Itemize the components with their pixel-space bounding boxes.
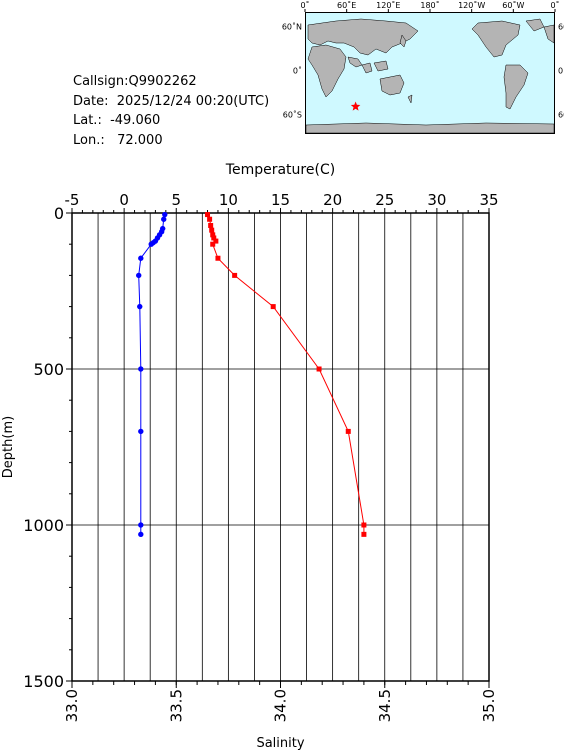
map-latitude-tick-label: 0˚ [293, 65, 302, 75]
temperature-point [210, 241, 216, 247]
map-longitude-tick-label: 180˚ [420, 0, 439, 10]
temperature-point [232, 272, 238, 278]
temperature-point [209, 227, 215, 233]
salinity-point [138, 255, 144, 261]
salinity-point [136, 272, 142, 279]
temperature-point [207, 216, 213, 222]
map-latitude-tick-label: 60˚S [283, 110, 302, 120]
map-longitude-tick-label: 0˚ [300, 0, 309, 10]
salinity-point [161, 216, 167, 222]
land-mass [373, 60, 389, 72]
station-info: Callsign:Q9902262 Date: 2025/12/24 00:20… [73, 72, 269, 150]
temperature-point [210, 232, 216, 238]
salinity-point [138, 531, 144, 538]
top-axis-tick-label: 20 [323, 191, 342, 209]
map-longitude-tick-label: 120˚E [376, 0, 400, 10]
map-axis-labels: 0˚ 60˚E 120˚E 180˚ 120˚W 60˚W 0˚ 60˚N 60˚N 0˚ 0˚ 60… [282, 0, 564, 120]
top-axis-tick-label: 35 [479, 191, 498, 209]
float-location-star-icon [350, 101, 361, 111]
map-latitude-tick-label: 60˚S [558, 110, 564, 120]
salinity-profile-line [138, 214, 166, 535]
left-axis-tick-label: 1500 [23, 672, 64, 691]
temperature-point [361, 522, 367, 528]
bottom-axis-tick-label: 34.5 [376, 689, 394, 722]
land-mass [307, 18, 419, 56]
temperature-profile-line [207, 214, 365, 535]
callsign-text: Callsign:Q9902262 [73, 74, 197, 89]
map-latitude-tick-label: 60˚N [558, 21, 564, 31]
left-axis-tick-label: 500 [33, 360, 64, 379]
top-axis-tick-label: 25 [375, 191, 394, 209]
land-mass [347, 56, 363, 68]
land-mass [379, 74, 405, 96]
temperature-point [316, 366, 322, 372]
top-axis-label: Temperature(C) [225, 162, 335, 178]
bottom-axis-tick-label: 35.0 [480, 689, 498, 722]
left-axis-tick-label: 0 [54, 204, 64, 223]
bottom-axis-tick-label: 33.0 [63, 689, 81, 722]
salinity-point [137, 303, 143, 310]
temperature-point [213, 238, 219, 244]
map-longitude-tick-label: 60˚E [337, 0, 356, 10]
location-map [305, 12, 555, 134]
temperature-point [208, 222, 214, 228]
temperature-point [215, 255, 221, 261]
land-mass [361, 62, 373, 74]
top-axis-tick-label: 5 [171, 191, 181, 209]
left-axis-label: Depth(m) [1, 416, 16, 478]
temperature-point [211, 235, 217, 241]
map-latitude-tick-label: 60˚N [282, 21, 302, 31]
land-mass [399, 34, 407, 48]
bottom-axis-tick-label: 33.5 [167, 689, 185, 722]
land-mass [471, 20, 521, 58]
land-mass [503, 64, 529, 110]
date-text: Date: 2025/12/24 00:20(UTC) [73, 93, 270, 109]
temperature-point [361, 531, 367, 537]
left-axis-tick-label: 1000 [23, 516, 64, 535]
world-map [305, 18, 555, 134]
map-longitude-tick-label: 60˚W [502, 0, 524, 10]
map-latitude-tick-label: 0˚ [558, 65, 564, 75]
salinity-point [138, 522, 144, 528]
salinity-point [138, 428, 144, 435]
top-axis-tick-label: 15 [271, 191, 290, 209]
latitude-text: Lat.: -49.060 [73, 113, 161, 128]
top-axis-tick-label: -5 [65, 191, 80, 209]
salinity-point [162, 211, 168, 218]
salinity-point [148, 241, 154, 247]
map-longitude-tick-label: 0˚ [550, 0, 559, 10]
salinity-point [138, 366, 144, 372]
map-longitude-tick-label: 120˚W [458, 0, 485, 10]
temperature-point [270, 304, 276, 310]
bottom-axis-label: Salinity [256, 736, 304, 751]
land-mass [407, 94, 413, 104]
land-mass [307, 44, 347, 98]
top-axis-tick-label: 0 [119, 191, 129, 209]
temperature-point [345, 428, 351, 434]
top-axis-tick-label: 30 [427, 191, 446, 209]
bottom-axis-tick-label: 34.0 [272, 689, 290, 722]
top-axis-tick-label: 10 [219, 191, 238, 209]
temperature-point [205, 212, 211, 218]
longitude-text: Lon.: 72.000 [73, 132, 163, 148]
